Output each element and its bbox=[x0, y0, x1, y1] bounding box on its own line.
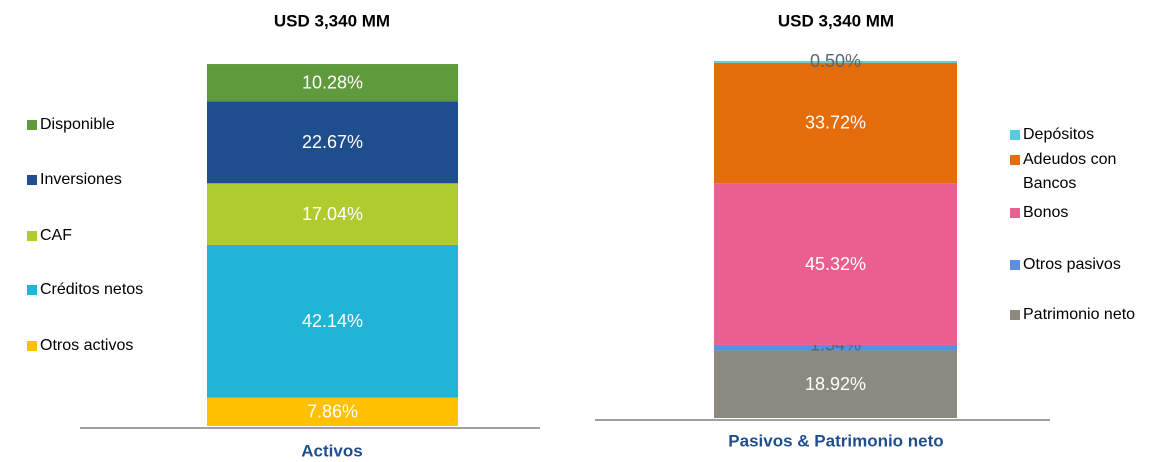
legend-swatch bbox=[1010, 310, 1020, 320]
x-tick-label: Pasivos & Patrimonio neto bbox=[728, 431, 943, 450]
legend-label: Otros pasivos bbox=[1023, 256, 1121, 273]
legend-label: Disponible bbox=[40, 116, 115, 133]
legend-label: Inversiones bbox=[40, 171, 122, 188]
legend-swatch bbox=[27, 341, 37, 351]
data-label: 45.32% bbox=[805, 254, 866, 274]
data-label: 17.04% bbox=[302, 204, 363, 224]
legend-label: Otros activos bbox=[40, 337, 133, 354]
bar-segment bbox=[714, 183, 957, 345]
bar-segment bbox=[207, 101, 458, 184]
bar-segment bbox=[207, 245, 458, 398]
legend-swatch bbox=[27, 120, 37, 130]
x-tick-label: Activos bbox=[301, 441, 362, 460]
legend-swatch bbox=[27, 231, 37, 241]
legend-swatch bbox=[1010, 260, 1020, 270]
chart-title: USD 3,340 MM bbox=[274, 11, 390, 30]
data-label: 22.67% bbox=[302, 132, 363, 152]
data-label: 10.28% bbox=[302, 72, 363, 92]
legend-swatch bbox=[1010, 155, 1020, 165]
legend-swatch bbox=[27, 285, 37, 295]
data-label: 0.50% bbox=[810, 51, 861, 71]
data-label: 7.86% bbox=[307, 402, 358, 422]
legend-label: Depósitos bbox=[1023, 126, 1094, 143]
chart-title: USD 3,340 MM bbox=[778, 11, 894, 30]
legend-label: Patrimonio neto bbox=[1023, 306, 1135, 323]
bar-segment bbox=[714, 61, 957, 63]
legend-label: Créditos netos bbox=[40, 281, 143, 298]
data-label: 33.72% bbox=[805, 113, 866, 133]
legend-swatch bbox=[1010, 208, 1020, 218]
data-label: 18.92% bbox=[805, 374, 866, 394]
legend-label: CAF bbox=[40, 227, 72, 244]
bar-segment bbox=[714, 344, 957, 351]
data-label: 42.14% bbox=[302, 311, 363, 331]
bar-segment bbox=[714, 350, 957, 418]
legend-swatch bbox=[27, 175, 37, 185]
bar-segment bbox=[207, 397, 458, 426]
legend-swatch bbox=[1010, 130, 1020, 140]
bar-segment bbox=[207, 64, 458, 102]
bar-segment bbox=[714, 62, 957, 184]
bar-segment bbox=[207, 183, 458, 245]
legend-label: Adeudos con Bancos bbox=[1023, 151, 1116, 192]
legend-label: Bonos bbox=[1023, 204, 1068, 221]
legend-label-line: Bancos bbox=[1023, 175, 1076, 192]
legend-label-line: Adeudos con bbox=[1023, 151, 1116, 168]
